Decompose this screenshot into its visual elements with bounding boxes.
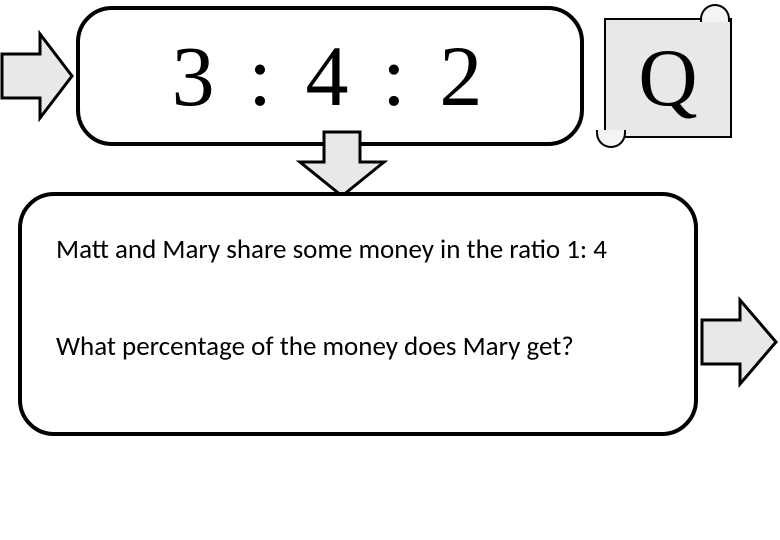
question-box: Matt and Mary share some money in the ra…	[18, 192, 698, 436]
arrow-down-icon	[296, 130, 388, 200]
arrow-right-icon	[700, 296, 780, 388]
question-line-2: What percentage of the money does Mary g…	[56, 329, 660, 364]
question-marker-scroll: Q	[604, 18, 732, 138]
arrow-left-icon	[0, 30, 76, 122]
scroll-curl-bottom-icon	[596, 130, 626, 148]
scroll-curl-top-icon	[700, 4, 730, 22]
ratio-text: 3 : 4 : 2	[172, 26, 489, 126]
ratio-box: 3 : 4 : 2	[76, 6, 584, 146]
question-line-1: Matt and Mary share some money in the ra…	[56, 232, 660, 267]
question-marker-letter: Q	[638, 37, 697, 119]
